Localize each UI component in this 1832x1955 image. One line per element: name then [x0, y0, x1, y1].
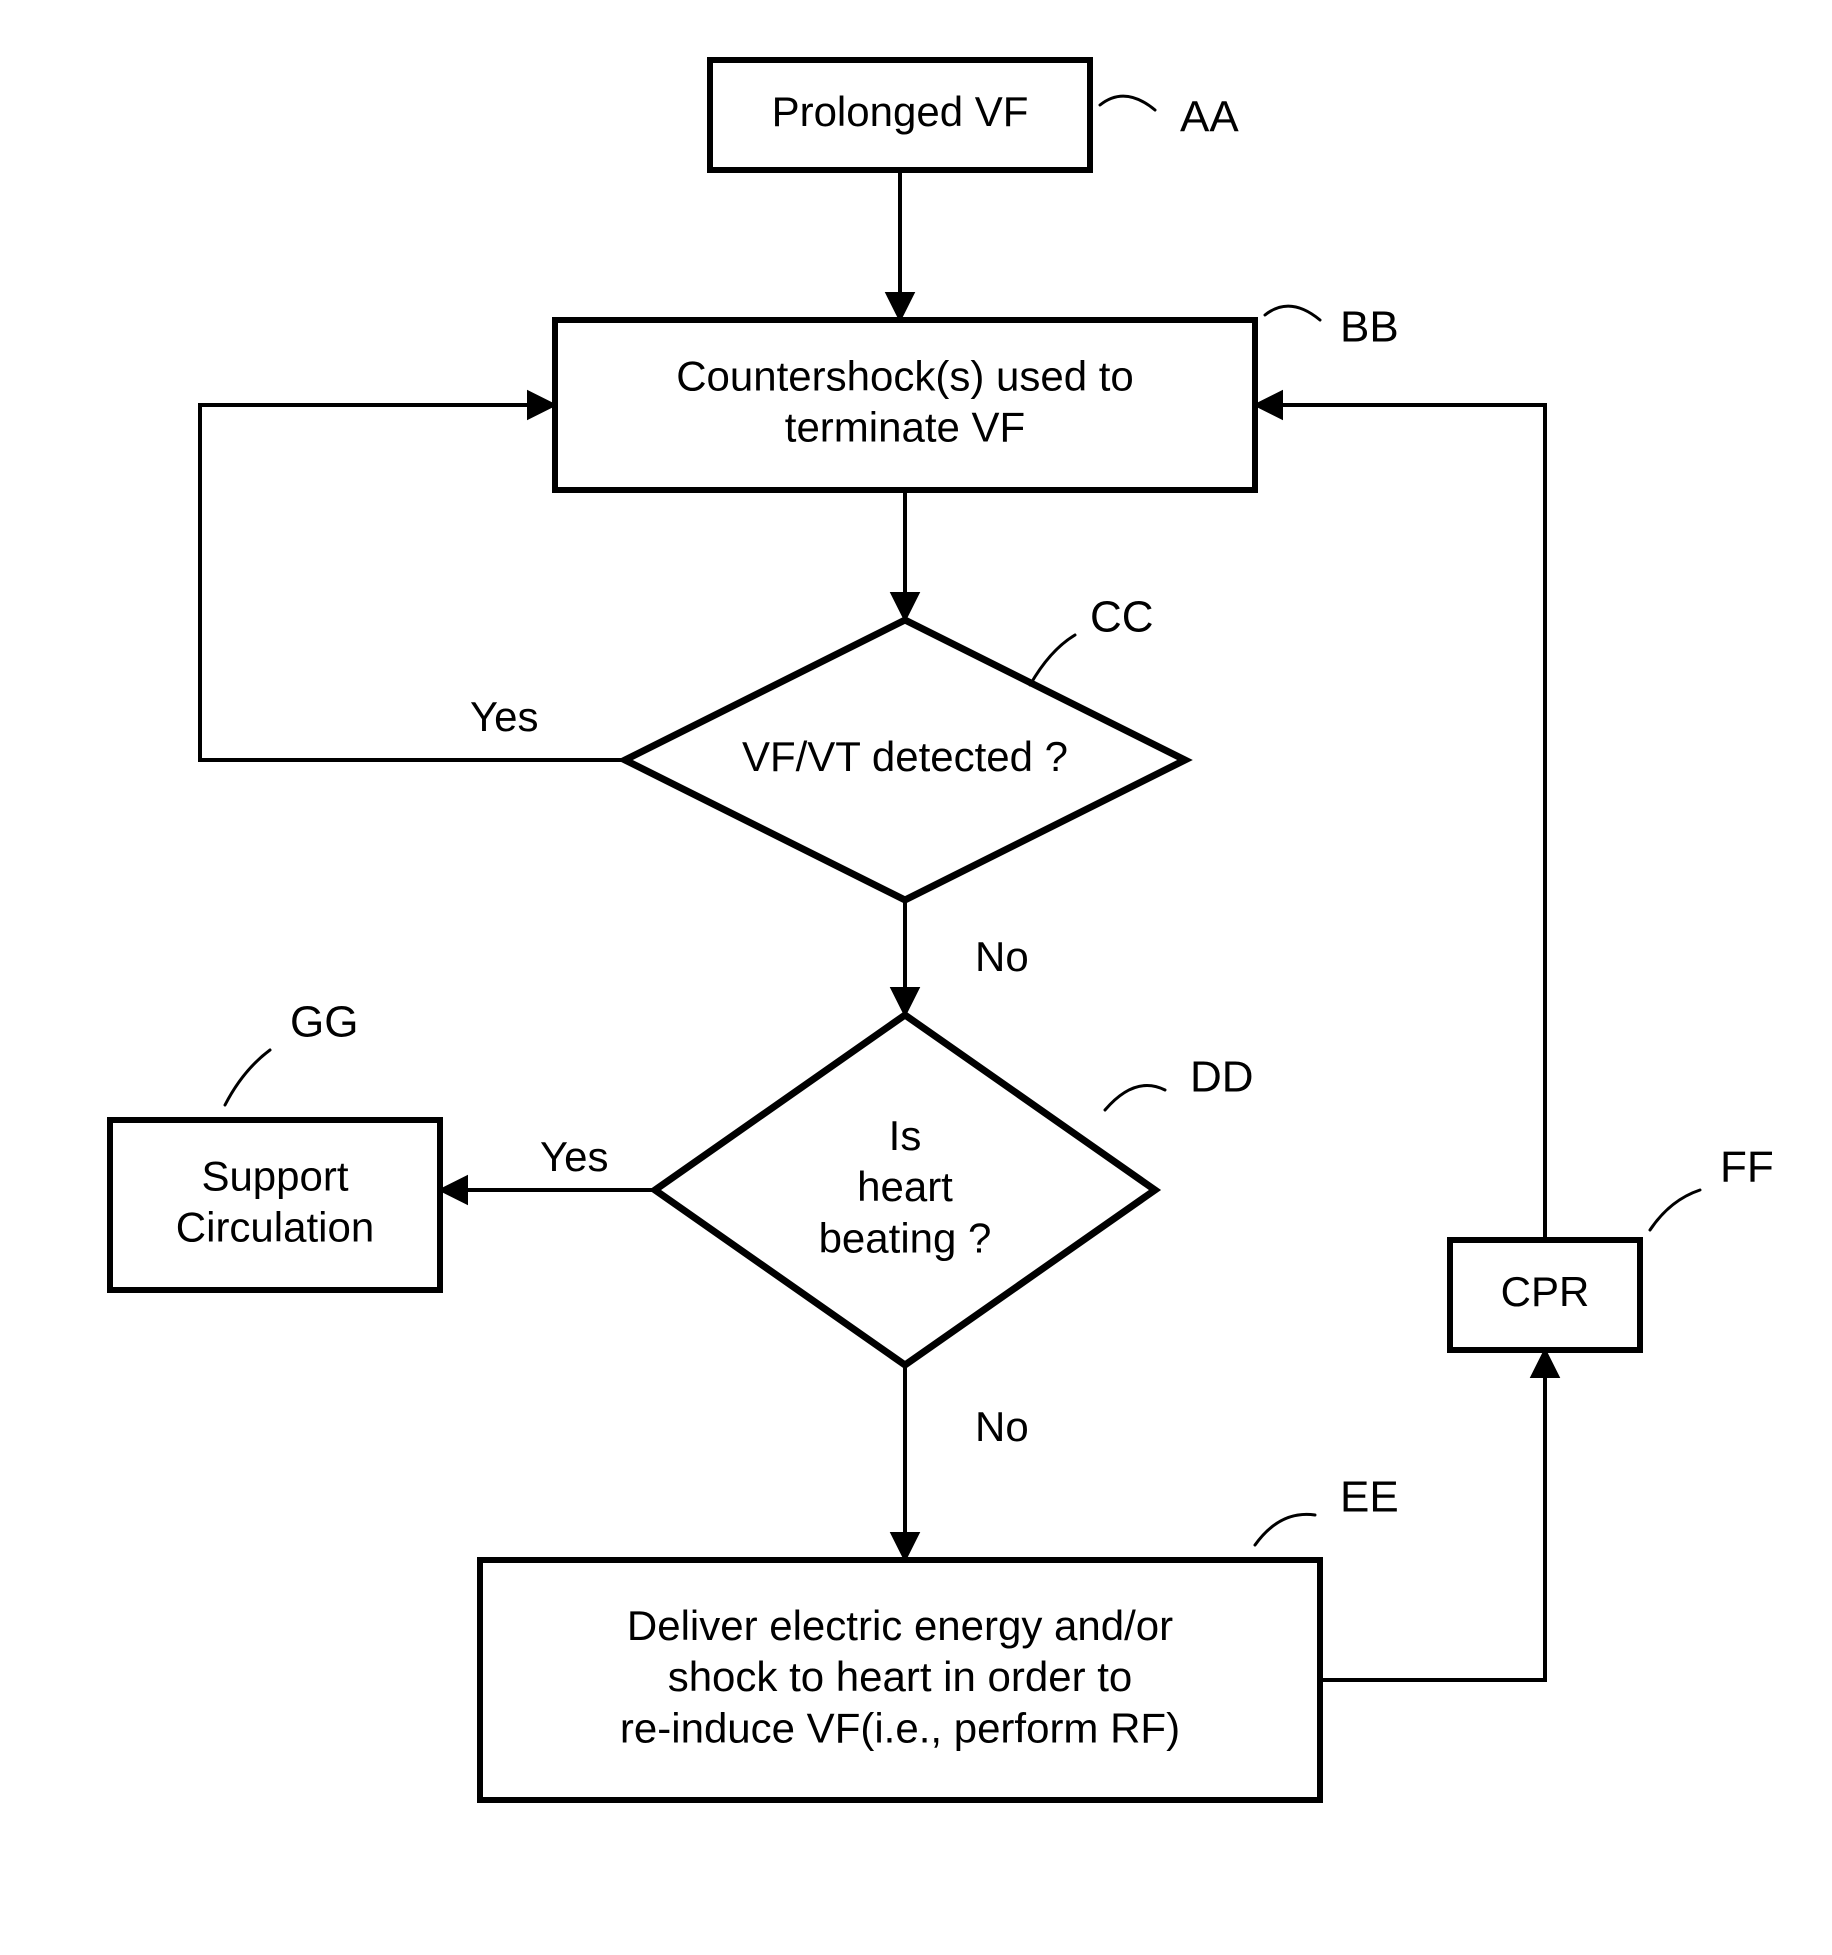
ref-label-AA: AA: [1180, 93, 1239, 142]
ref-tick-DD: [1105, 1086, 1165, 1111]
ref-tick-GG: [225, 1050, 270, 1105]
ref-tick-BB: [1265, 306, 1320, 320]
node-text-DD-2: beating ?: [819, 1214, 992, 1261]
ref-label-CC: CC: [1090, 593, 1154, 642]
node-text-DD-1: heart: [857, 1163, 953, 1210]
node-DD: Isheartbeating ?: [655, 1015, 1155, 1365]
edge-label-DD-no-EE: No: [975, 1403, 1029, 1450]
node-text-CC-0: VF/VT detected ?: [742, 733, 1068, 780]
ref-label-GG: GG: [290, 998, 358, 1047]
nodes: Prolonged VF Countershock(s) used to termi…: [110, 60, 1640, 1800]
node-text-DD-0: Is: [889, 1112, 922, 1159]
ref-tick-CC: [1030, 635, 1075, 685]
ref-tick-FF: [1650, 1190, 1700, 1230]
ref-label-EE: EE: [1340, 1473, 1399, 1522]
node-text-EE-0: Deliver electric energy and/or: [627, 1602, 1173, 1649]
node-text-EE-2: re-induce VF(i.e., perform RF): [620, 1704, 1180, 1751]
node-text-AA-0: Prolonged VF: [772, 88, 1029, 135]
node-text-GG-1: Circulation: [176, 1204, 374, 1251]
node-BB: Countershock(s) used to terminate VF: [555, 320, 1255, 490]
ref-label-DD: DD: [1190, 1053, 1254, 1102]
node-GG: Support Circulation: [110, 1120, 440, 1290]
ref-label-BB: BB: [1340, 303, 1399, 352]
node-EE: Deliver electric energy and/orshock to h…: [480, 1560, 1320, 1800]
node-text-EE-1: shock to heart in order to: [668, 1653, 1133, 1700]
edge-label-DD-yes-GG: Yes: [540, 1133, 609, 1180]
node-text-BB-0: Countershock(s) used to: [676, 352, 1134, 399]
node-text-BB-1: terminate VF: [785, 404, 1025, 451]
edge-label-CC-no-DD: No: [975, 933, 1029, 980]
node-FF: CPR: [1450, 1240, 1640, 1350]
ref-tick-EE: [1255, 1514, 1315, 1545]
edge-label-CC-yes-BB: Yes: [470, 693, 539, 740]
edge-FF-BB: [1255, 405, 1545, 1240]
ref-tick-AA: [1100, 96, 1155, 110]
node-text-FF-0: CPR: [1501, 1268, 1590, 1315]
node-AA: Prolonged VF: [710, 60, 1090, 170]
node-CC: VF/VT detected ?: [625, 620, 1185, 900]
node-text-GG-0: Support: [201, 1152, 348, 1199]
ref-label-FF: FF: [1720, 1143, 1774, 1192]
